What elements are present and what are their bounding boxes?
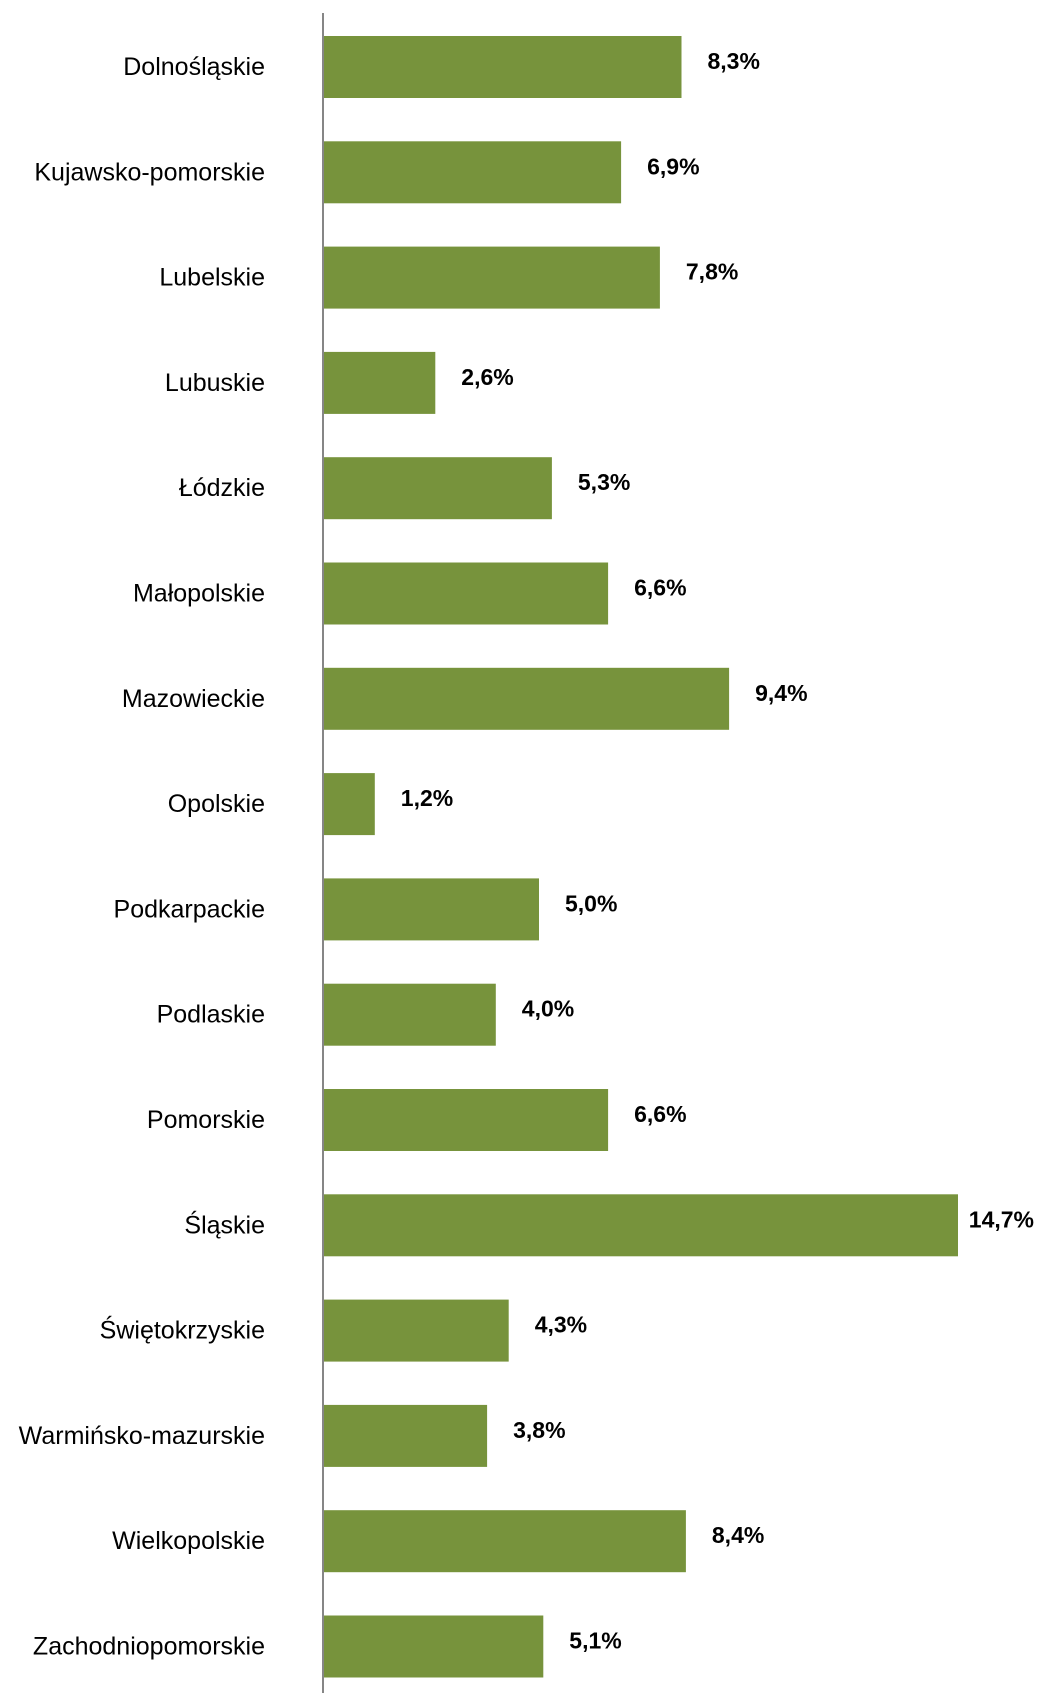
bar-10 xyxy=(323,983,496,1046)
category-labels-group: Dolnośląskie Kujawsko-pomorskie Lubelskie L… xyxy=(19,53,265,1661)
value-label: 6,6% xyxy=(634,1101,686,1127)
category-label: Małopolskie xyxy=(133,580,265,608)
bar-14 xyxy=(323,1404,488,1467)
category-label: Podlaskie xyxy=(157,1001,265,1029)
value-label: 9,4% xyxy=(755,680,807,706)
category-label: Świętokrzyskie xyxy=(100,1315,265,1345)
bar-3 xyxy=(323,246,660,309)
bar-6 xyxy=(323,562,609,625)
bar-13 xyxy=(323,1299,509,1362)
category-label: Lubelskie xyxy=(159,264,265,292)
bar-11 xyxy=(323,1089,609,1151)
bar-2 xyxy=(323,141,622,204)
value-label: 5,0% xyxy=(565,890,617,916)
bars-group xyxy=(323,36,958,1678)
category-label: Dolnośląskie xyxy=(123,53,265,81)
category-label: Łódzkie xyxy=(179,474,265,502)
category-label: Wielkopolskie xyxy=(112,1527,265,1555)
bar-16 xyxy=(323,1615,544,1678)
bar-9 xyxy=(323,878,539,941)
value-label: 8,4% xyxy=(712,1522,764,1548)
bar-12 xyxy=(323,1194,958,1257)
value-label: 1,2% xyxy=(401,785,453,811)
value-label: 4,3% xyxy=(535,1312,587,1338)
category-label: Kujawsko-pomorskie xyxy=(34,158,265,186)
category-label: Opolskie xyxy=(168,790,265,818)
category-label: Podkarpackie xyxy=(114,895,265,923)
category-label: Zachodniopomorskie xyxy=(33,1633,265,1661)
value-label: 7,8% xyxy=(686,259,738,285)
bar-5 xyxy=(323,457,552,520)
value-label: 5,1% xyxy=(569,1628,621,1654)
bar-7 xyxy=(323,667,730,730)
bar-8 xyxy=(323,773,375,836)
bar-4 xyxy=(323,351,436,414)
value-label: 14,7% xyxy=(969,1206,1034,1232)
value-label: 5,3% xyxy=(578,469,630,495)
bar-15 xyxy=(323,1510,686,1573)
value-label: 8,3% xyxy=(708,48,760,74)
bar-1 xyxy=(323,36,682,98)
value-labels-group: 8,3% 6,9% 7,8% 2,6% 5,3% 6,6% 9,4% 1,2% 5,0% 4,0%… xyxy=(401,48,1034,1654)
value-label: 3,8% xyxy=(513,1417,565,1443)
value-label: 6,9% xyxy=(647,153,699,179)
category-label: Warmińsko-mazurskie xyxy=(19,1422,265,1450)
value-label: 4,0% xyxy=(522,996,574,1022)
value-label: 6,6% xyxy=(634,575,686,601)
category-label: Śląskie xyxy=(184,1209,265,1239)
value-label: 2,6% xyxy=(461,364,513,390)
category-label: Mazowieckie xyxy=(122,685,265,713)
category-label: Lubuskie xyxy=(165,369,265,397)
category-label: Pomorskie xyxy=(147,1106,265,1134)
